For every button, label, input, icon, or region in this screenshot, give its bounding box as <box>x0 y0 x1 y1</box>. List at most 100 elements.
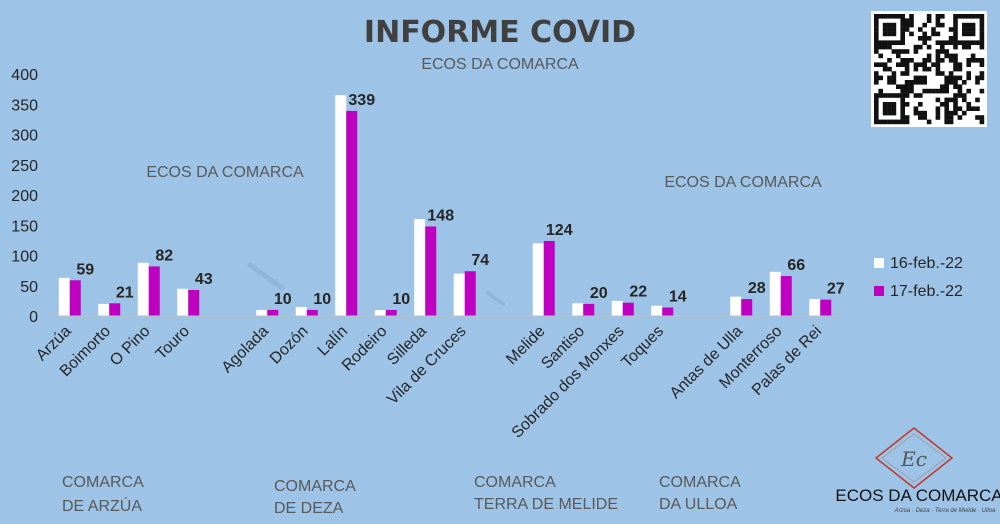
qr-module <box>918 115 923 120</box>
qr-module <box>953 93 958 98</box>
y-tick-label: 0 <box>29 309 38 326</box>
qr-module <box>979 18 985 23</box>
qr-module <box>953 106 958 111</box>
qr-module <box>878 93 883 98</box>
x-tick-label: Toques <box>619 323 668 372</box>
qr-module <box>891 93 897 98</box>
bar-series1 <box>98 303 110 316</box>
qr-module <box>874 102 879 107</box>
qr-module <box>979 88 985 94</box>
qr-module <box>975 80 980 85</box>
qr-module <box>882 119 888 125</box>
qr-module <box>874 14 879 19</box>
qr-module <box>896 62 901 67</box>
qr-module <box>922 62 927 67</box>
qr-module <box>953 36 958 41</box>
qr-module <box>979 115 985 120</box>
qr-module <box>953 18 958 23</box>
qr-module <box>922 110 927 116</box>
qr-module <box>966 75 971 81</box>
data-label: 20 <box>590 285 608 302</box>
bar-series2 <box>385 309 397 316</box>
x-tick-label: Touro <box>153 323 193 363</box>
y-tick-label: 200 <box>11 188 38 205</box>
qr-module <box>909 31 914 37</box>
x-tick-label: Lalín <box>315 323 352 360</box>
qr-module <box>966 102 971 107</box>
qr-module <box>900 14 905 19</box>
comarca-melide-line2: TERRA DE MELIDE <box>474 496 618 513</box>
bar-series1 <box>58 277 70 316</box>
qr-module <box>975 40 980 45</box>
qr-module <box>953 14 958 19</box>
x-tick-label: Dozón <box>267 323 312 368</box>
qr-module <box>940 14 945 19</box>
qr-module <box>975 115 980 120</box>
qr-module <box>882 27 888 32</box>
qr-module <box>922 40 927 45</box>
bar-series2 <box>622 302 634 316</box>
bar-series1 <box>453 273 465 316</box>
qr-module <box>891 80 897 85</box>
bar-series1 <box>730 296 742 316</box>
qr-module <box>944 40 949 45</box>
qr-module <box>966 62 971 67</box>
qr-module <box>935 106 941 111</box>
qr-module <box>904 102 910 107</box>
qr-module <box>935 62 941 67</box>
qr-module <box>913 80 919 85</box>
legend-swatch-series2 <box>874 286 884 296</box>
y-tick-label: 400 <box>11 67 38 84</box>
qr-module <box>918 62 923 67</box>
bar-series1 <box>769 271 781 316</box>
qr-module <box>953 27 958 32</box>
qr-module <box>904 49 910 54</box>
bar-series2 <box>543 240 555 316</box>
bar-series1 <box>177 288 189 316</box>
qr-module <box>909 22 914 28</box>
qr-module <box>948 80 954 85</box>
qr-module <box>891 14 897 19</box>
qr-module <box>966 14 971 19</box>
qr-module <box>962 44 967 50</box>
qr-module <box>882 93 888 98</box>
qr-module <box>900 49 905 54</box>
y-tick-label: 50 <box>20 279 38 296</box>
qr-module <box>979 75 985 81</box>
watermark-left: ECOS DA COMARCA <box>146 164 304 181</box>
comarca-deza-line2: DE DEZA <box>274 500 344 517</box>
qr-module <box>904 88 910 94</box>
qr-module <box>931 62 936 67</box>
qr-module <box>913 66 919 72</box>
qr-module <box>948 71 954 76</box>
qr-module <box>931 27 936 32</box>
qr-module <box>909 84 914 89</box>
qr-module <box>926 36 932 41</box>
qr-module <box>882 22 888 28</box>
qr-module <box>891 110 897 116</box>
qr-module <box>900 106 905 111</box>
qr-module <box>874 110 879 116</box>
qr-module <box>891 102 897 107</box>
qr-module <box>953 22 958 28</box>
qr-module <box>909 80 914 85</box>
qr-module <box>953 102 958 107</box>
qr-module <box>962 22 967 28</box>
qr-module <box>918 44 923 50</box>
qr-module <box>935 31 941 37</box>
qr-module <box>882 66 888 72</box>
qr-module <box>957 75 963 81</box>
qr-module <box>882 102 888 107</box>
qr-module <box>966 106 971 111</box>
qr-module <box>966 40 971 45</box>
qr-module <box>900 119 905 125</box>
qr-module <box>904 80 910 85</box>
legend: 16-feb.-22 17-feb.-22 <box>874 255 963 300</box>
data-labels: 59 21 82 43 10 10 339 10 148 74 124 20 22 14 28 66 27 <box>76 92 844 308</box>
bar-series2 <box>780 276 792 316</box>
qr-module <box>904 58 910 63</box>
qr-module <box>882 62 888 67</box>
qr-module <box>887 58 892 63</box>
